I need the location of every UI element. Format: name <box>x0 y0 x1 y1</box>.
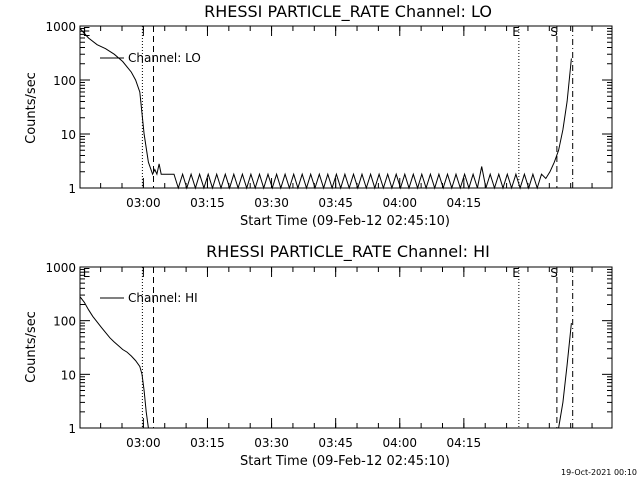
y-tick-label-hi: 100 <box>53 315 76 329</box>
flag-label-hi: E <box>83 266 91 280</box>
legend-label-hi: Channel: HI <box>128 291 198 305</box>
y-tick-label-hi: 1000 <box>45 261 76 275</box>
ylabel-hi: Counts/sec <box>24 311 39 383</box>
legend-label-lo: Channel: LO <box>128 51 201 65</box>
x-tick-label-lo: 03:45 <box>318 196 353 210</box>
y-tick-label-hi: 1 <box>68 422 76 436</box>
ylabel-lo: Counts/sec <box>24 72 39 144</box>
chart-title-lo: RHESSI PARTICLE_RATE Channel: LO <box>204 2 492 22</box>
flag-label-hi: E <box>512 266 520 280</box>
chart-title-hi: RHESSI PARTICLE_RATE Channel: HI <box>206 242 490 262</box>
plot-frame-hi <box>79 266 613 429</box>
flag-label-lo: S <box>550 25 558 39</box>
x-tick-label-hi: 04:15 <box>447 436 482 450</box>
xlabel-hi: Start Time (09-Feb-12 02:45:10) <box>240 454 450 469</box>
x-tick-label-lo: 03:15 <box>190 196 225 210</box>
series-line-hi <box>558 323 572 429</box>
chart-marks: 1 10 100 1000 03:00 03:15 03:30 03:45 04:00 04:15… <box>45 20 613 450</box>
x-tick-label-lo: 03:00 <box>126 196 161 210</box>
x-tick-label-lo: 04:15 <box>447 196 482 210</box>
flag-label-hi: S <box>550 266 558 280</box>
series-line-lo <box>79 28 572 190</box>
y-tick-label-lo: 100 <box>53 74 76 88</box>
footer-timestamp: 19-Oct-2021 00:10 <box>561 468 637 477</box>
flag-label-lo: E <box>83 25 91 39</box>
y-tick-label-lo: 10 <box>61 128 76 142</box>
x-tick-label-hi: 03:15 <box>190 436 225 450</box>
x-tick-label-hi: 03:45 <box>318 436 353 450</box>
y-tick-label-lo: 1 <box>68 182 76 196</box>
x-tick-label-hi: 03:00 <box>126 436 161 450</box>
x-tick-label-lo: 04:00 <box>382 196 417 210</box>
xlabel-lo: Start Time (09-Feb-12 02:45:10) <box>240 214 450 229</box>
x-tick-label-hi: 04:00 <box>382 436 417 450</box>
series-line-hi <box>79 296 149 429</box>
x-tick-label-lo: 03:30 <box>254 196 289 210</box>
y-tick-label-hi: 10 <box>61 368 76 382</box>
y-tick-label-lo: 1000 <box>45 20 76 34</box>
plot-frame-lo <box>79 25 613 189</box>
flag-label-lo: E <box>512 25 520 39</box>
x-tick-label-hi: 03:30 <box>254 436 289 450</box>
